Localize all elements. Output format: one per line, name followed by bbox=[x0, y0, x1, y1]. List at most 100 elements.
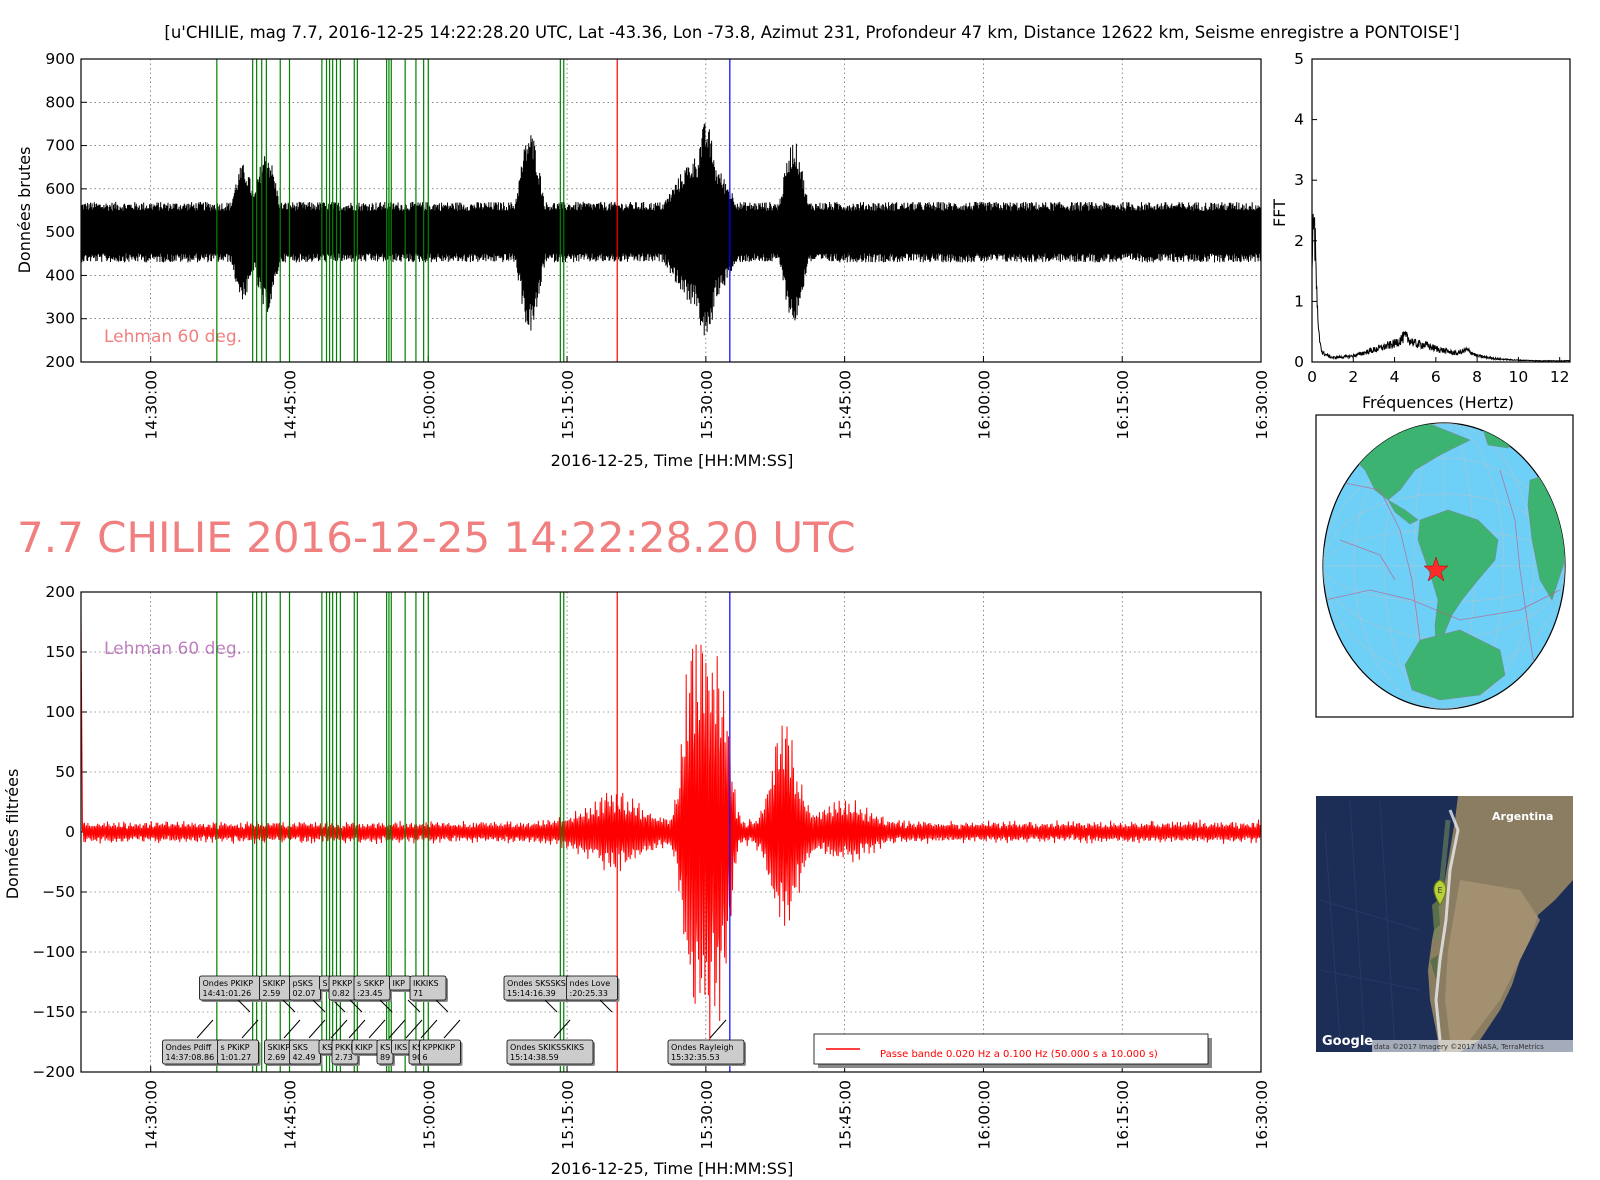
phase-arrow bbox=[443, 1019, 461, 1039]
filtered-data-chart: Données filtrées 2016-12-25, Time [HH:MM… bbox=[3, 583, 1271, 1178]
raw-xtick-label: 15:45:00 bbox=[837, 370, 855, 440]
fft-ytick-label: 0 bbox=[1294, 353, 1304, 371]
phase-label-lower-text: Ondes SKIKSSKIKS bbox=[510, 1043, 584, 1052]
phase-label-upper-text: :23.45 bbox=[357, 989, 383, 998]
marker-letter: E bbox=[1437, 886, 1442, 895]
phase-label-upper-text: IKKIKS bbox=[413, 979, 439, 988]
phase-arrow bbox=[420, 1019, 438, 1039]
phase-label-upper-text: 2.59 bbox=[263, 989, 281, 998]
country-label: Argentina bbox=[1492, 810, 1553, 823]
phase-label-lower-text: KIKP bbox=[355, 1043, 373, 1052]
phase-arrow bbox=[709, 1019, 727, 1039]
phase-label-upper-text: pSKS bbox=[293, 979, 313, 988]
raw-ytick-label: 900 bbox=[45, 50, 75, 68]
raw-ytick-label: 200 bbox=[45, 353, 75, 371]
phase-label-lower-text: KS bbox=[380, 1043, 390, 1052]
phase-label-lower-text: s PKiKP bbox=[221, 1043, 250, 1052]
raw-ytick-label: 500 bbox=[45, 223, 75, 241]
phase-arrow bbox=[282, 999, 296, 1013]
phase-arrow bbox=[312, 999, 326, 1013]
filtered-xtick-label: 16:00:00 bbox=[975, 1080, 993, 1150]
phase-label-lower bbox=[419, 1039, 461, 1065]
phase-label-upper-text: S bbox=[323, 979, 328, 988]
phase-label-upper-text: 14:41:01.26 bbox=[203, 989, 252, 998]
legend-box bbox=[813, 1033, 1209, 1065]
filtered-xtick-label: 14:45:00 bbox=[281, 1080, 299, 1150]
fft-ytick-label: 5 bbox=[1294, 50, 1304, 68]
filtered-xtick-label: 16:30:00 bbox=[1253, 1080, 1271, 1150]
fft-xtick-label: 8 bbox=[1472, 368, 1482, 386]
filtered-xtick-label: 15:00:00 bbox=[420, 1080, 438, 1150]
phase-label-lower-text: 15:14:38.59 bbox=[510, 1053, 559, 1062]
filtered-xtick-label: 15:15:00 bbox=[559, 1080, 577, 1150]
phase-label-upper-text: Ondes SKSSKS bbox=[507, 979, 566, 988]
phase-label-lower-text: 90 bbox=[412, 1053, 422, 1062]
phase-label-lower-text: Ondes Rayleigh bbox=[671, 1043, 734, 1052]
phase-arrow bbox=[368, 1019, 386, 1039]
fft-trace bbox=[1311, 213, 1570, 362]
phase-arrow bbox=[283, 1019, 301, 1039]
phase-label-lower-text: Ondes Pdiff bbox=[166, 1043, 212, 1052]
phase-arrow bbox=[349, 999, 363, 1013]
fft-ytick-label: 4 bbox=[1294, 111, 1304, 129]
phase-arrow bbox=[196, 1019, 214, 1039]
raw-ytick-label: 800 bbox=[45, 93, 75, 111]
raw-xtick-label: 15:30:00 bbox=[698, 370, 716, 440]
raw-xlabel: 2016-12-25, Time [HH:MM:SS] bbox=[551, 451, 794, 470]
filtered-trace bbox=[80, 615, 1262, 1049]
raw-ytick-label: 700 bbox=[45, 137, 75, 155]
filtered-ytick-label: 100 bbox=[45, 703, 75, 721]
fft-xlabel: Fréquences (Hertz) bbox=[1362, 393, 1514, 412]
fft-ytick-label: 1 bbox=[1294, 292, 1304, 310]
filtered-ylabel: Données filtrées bbox=[3, 769, 22, 900]
headline: 7.7 CHILIE 2016-12-25 14:22:28.20 UTC bbox=[17, 513, 856, 562]
fft-ylabel: FFT bbox=[1270, 199, 1289, 227]
phase-label-upper-text: :20:25.33 bbox=[570, 989, 608, 998]
filtered-xtick-label: 15:30:00 bbox=[698, 1080, 716, 1150]
phase-label-upper-text: IKP bbox=[393, 979, 406, 988]
phase-label-lower-text: PKKP bbox=[335, 1043, 355, 1052]
phase-label-lower-text: SKS bbox=[293, 1043, 308, 1052]
phase-label-lower-text: SKIKP bbox=[268, 1043, 291, 1052]
phase-label-lower-text: KS bbox=[322, 1043, 332, 1052]
filtered-ytick-label: −100 bbox=[32, 943, 75, 961]
phase-label-upper-text: 15:14:16.39 bbox=[507, 989, 556, 998]
map-attribution: data ©2017 Imagery ©2017 NASA, TerraMetr… bbox=[1374, 1043, 1544, 1051]
raw-ytick-label: 400 bbox=[45, 266, 75, 284]
raw-ytick-label: 600 bbox=[45, 180, 75, 198]
phase-arrow bbox=[379, 999, 393, 1013]
raw-ytick-label: 300 bbox=[45, 310, 75, 328]
raw-lehman-label: Lehman 60 deg. bbox=[104, 327, 242, 347]
location-marker-icon: E bbox=[1433, 879, 1447, 906]
filtered-ytick-label: 200 bbox=[45, 583, 75, 601]
phase-arrow bbox=[544, 999, 558, 1013]
phase-label-lower-text: KPPKIKP bbox=[423, 1043, 456, 1052]
raw-ylabel: Données brutes bbox=[15, 147, 34, 274]
satellite-map: E Argentina Google data ©2017 Imagery ©2… bbox=[1316, 796, 1573, 1052]
fft-ytick-label: 2 bbox=[1294, 232, 1304, 250]
filtered-frame bbox=[80, 591, 1262, 1073]
fft-xtick-label: 4 bbox=[1390, 368, 1400, 386]
phase-label-lower bbox=[217, 1039, 259, 1065]
phase-arrow bbox=[330, 1019, 348, 1039]
raw-xtick-label: 16:00:00 bbox=[975, 370, 993, 440]
raw-xtick-label: 15:00:00 bbox=[420, 370, 438, 440]
phase-arrow bbox=[599, 999, 613, 1013]
phase-label-upper-text: SKIKP bbox=[263, 979, 286, 988]
phase-label-upper-text: ndes Love bbox=[570, 979, 611, 988]
phase-arrow bbox=[348, 1019, 366, 1039]
phase-label-lower-text: 6 bbox=[423, 1053, 428, 1062]
phase-label-upper-text: 02.07 bbox=[293, 989, 316, 998]
fft-xtick-label: 12 bbox=[1550, 368, 1570, 386]
phase-label-upper-text: PKKP bbox=[332, 979, 352, 988]
raw-frame bbox=[80, 58, 1262, 363]
fft-ytick-label: 3 bbox=[1294, 171, 1304, 189]
phase-arrow bbox=[405, 1019, 423, 1039]
raw-xtick-label: 16:30:00 bbox=[1253, 370, 1271, 440]
filtered-xtick-label: 16:15:00 bbox=[1114, 1080, 1132, 1150]
phase-label-upper-text: Ondes PKIKP bbox=[203, 979, 254, 988]
phase-label-lower-text: IKS bbox=[395, 1043, 408, 1052]
google-logo: Google bbox=[1322, 1034, 1373, 1049]
phase-label-lower bbox=[506, 1039, 594, 1065]
